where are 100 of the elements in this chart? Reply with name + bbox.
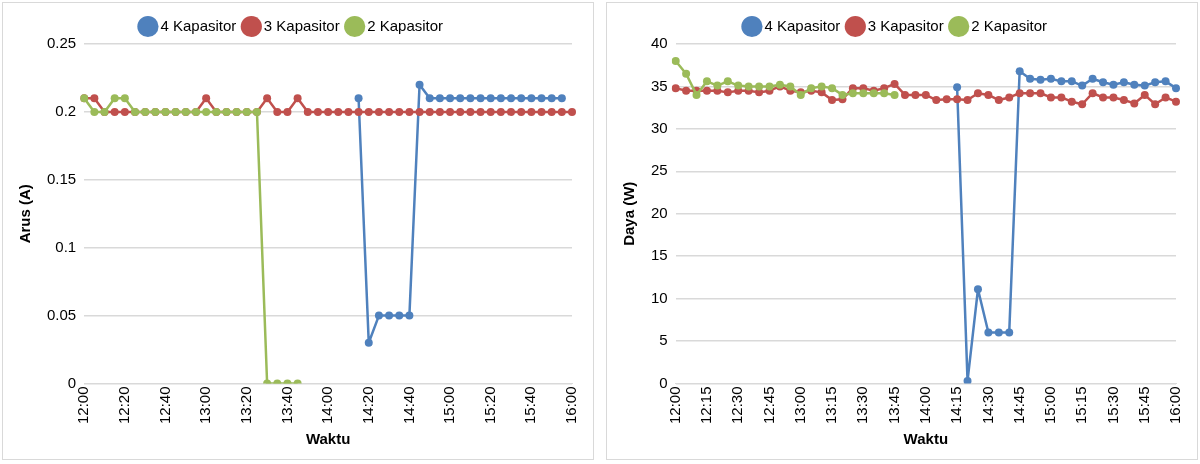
point [293, 94, 302, 103]
point [1130, 80, 1139, 89]
point [1172, 84, 1180, 93]
point [364, 107, 373, 116]
x-tick-label: 15:00 [440, 386, 458, 425]
y-axis-title: Daya (W) [620, 181, 638, 246]
point [1130, 99, 1139, 108]
point [374, 107, 383, 116]
point [537, 94, 546, 103]
point [283, 107, 292, 116]
y-tick-label: 0.15 [46, 169, 77, 187]
x-tick-label: 12:00 [665, 386, 683, 425]
point [1078, 81, 1087, 90]
x-tick-label: 14:00 [318, 386, 336, 425]
x-tick-label: 16:00 [562, 386, 580, 425]
point [385, 107, 394, 116]
legend-label: 4 Kapasitor [764, 16, 841, 34]
point [1088, 89, 1097, 98]
y-tick-label: 0 [659, 373, 668, 391]
point [1109, 80, 1118, 89]
point [1109, 93, 1118, 102]
x-tick-label: 13:00 [196, 386, 214, 425]
point [313, 107, 322, 116]
point [263, 94, 272, 103]
x-tick-label: 12:20 [114, 386, 132, 425]
point [507, 94, 516, 103]
point [364, 338, 373, 347]
point [1151, 100, 1160, 109]
x-tick-label: 13:00 [790, 386, 808, 425]
point [953, 95, 962, 104]
point [848, 89, 857, 98]
point [1036, 75, 1045, 84]
point [963, 376, 972, 384]
point [1078, 100, 1087, 109]
point [415, 107, 424, 116]
x-tick-label: 14:15 [947, 386, 965, 425]
point [734, 81, 743, 90]
y-tick-label: 0.2 [55, 102, 77, 120]
x-tick-label: 13:15 [822, 386, 840, 425]
x-tick-label: 15:45 [1134, 386, 1152, 425]
point [110, 107, 119, 116]
point [671, 84, 680, 93]
point [466, 107, 475, 116]
x-tick-label: 15:30 [1103, 386, 1121, 425]
point [1036, 89, 1045, 98]
point [1046, 74, 1055, 83]
point [334, 107, 343, 116]
point [547, 107, 556, 116]
legend-label: 2 Kapasitor [971, 16, 1048, 34]
point [817, 82, 826, 91]
x-tick-label: 12:15 [697, 386, 715, 425]
point [682, 69, 691, 78]
point [1005, 328, 1014, 337]
point [486, 94, 495, 103]
point [425, 94, 434, 103]
y-tick-label: 20 [651, 203, 668, 221]
y-axis-title: Arus (A) [16, 184, 34, 244]
point [456, 94, 465, 103]
point [755, 82, 764, 91]
y-tick-label: 15 [651, 246, 668, 264]
point [1151, 78, 1160, 87]
point [496, 107, 505, 116]
x-tick-label: 14:00 [915, 386, 933, 425]
x-tick-label: 12:40 [155, 386, 173, 425]
x-tick-label: 12:45 [759, 386, 777, 425]
point [1005, 93, 1014, 102]
point [446, 94, 455, 103]
point [890, 90, 899, 99]
x-tick-label: 13:40 [277, 386, 295, 425]
point [202, 94, 211, 103]
x-tick-label: 14:30 [978, 386, 996, 425]
point [90, 107, 99, 116]
point [723, 77, 732, 86]
point [994, 96, 1003, 105]
point [1161, 77, 1170, 86]
legend-label: 3 Kapasitor [867, 16, 944, 34]
x-tick-label: 12:30 [728, 386, 746, 425]
point [120, 94, 129, 103]
point [324, 107, 333, 116]
point [537, 107, 546, 116]
point [557, 107, 566, 116]
y-tick-label: 0.05 [46, 305, 77, 323]
point [1046, 93, 1055, 102]
point [1172, 97, 1180, 106]
y-tick-label: 0.1 [55, 237, 77, 255]
point [1057, 77, 1066, 86]
point [486, 107, 495, 116]
point [1026, 74, 1035, 83]
point [90, 94, 99, 103]
point [765, 82, 774, 91]
point [880, 89, 889, 98]
point [568, 107, 576, 116]
x-tick-label: 13:20 [236, 386, 254, 425]
point [942, 95, 951, 104]
point [1099, 93, 1108, 102]
point [1026, 89, 1035, 98]
point [374, 311, 383, 320]
point [120, 107, 129, 116]
point [859, 89, 868, 98]
point [984, 90, 993, 99]
